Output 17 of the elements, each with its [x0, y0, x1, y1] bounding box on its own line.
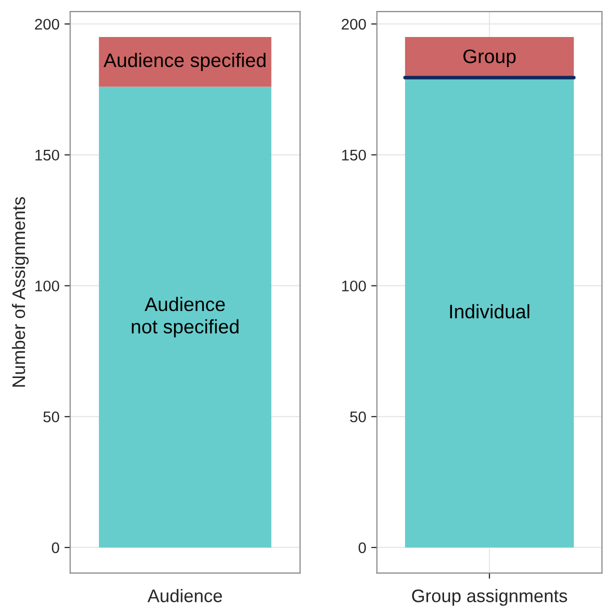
- y-tick-label: 50: [43, 411, 60, 422]
- y-tick-label: 200: [342, 18, 366, 30]
- series-label: Audience specified: [104, 52, 266, 71]
- x-axis-title: Audience: [148, 588, 222, 602]
- series-label: Individual: [450, 304, 530, 318]
- y-tick-label: 0: [52, 542, 60, 554]
- y-tick-label: 150: [35, 150, 60, 161]
- y-tick-label: 150: [342, 150, 366, 161]
- y-tick-label: 100: [35, 280, 60, 292]
- y-tick-label: 50: [350, 411, 366, 422]
- y-axis-title: Number of Assignments: [12, 197, 29, 387]
- x-axis-title: Group assignments: [412, 588, 568, 606]
- series-label: Group: [463, 49, 516, 68]
- y-tick-label: 100: [342, 280, 366, 292]
- y-tick-label: 0: [358, 542, 366, 554]
- y-tick-label: 200: [35, 18, 60, 30]
- series-label: Audience not specified: [132, 296, 238, 338]
